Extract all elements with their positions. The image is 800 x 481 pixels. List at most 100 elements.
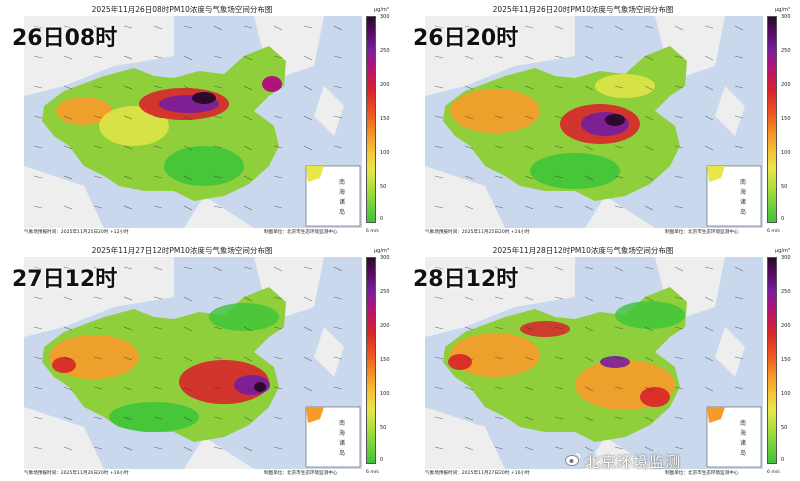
colorbar-unit: μg/m³ [374,7,389,13]
time-label: 26日20时 [413,26,519,51]
inset-label: 海 [740,188,746,196]
wind-barbs [434,266,744,452]
colorbar-tick: 50 [781,184,788,190]
weibo-icon [565,453,581,466]
colorbar-tick: 100 [380,150,390,156]
colorbar-tick: 250 [380,289,390,295]
panel-title: 2025年11月26日08时PM10浓度与气象场空间分布图 [91,5,273,14]
colorbar [767,257,777,464]
producer-note: 制图单位：北京市生态环境监测中心 [264,230,338,235]
forecast-time-note: 气象场预报时间：2025年11月27日20时 +16小时 [425,471,530,476]
colorbar-tick: 150 [781,116,791,122]
pm10-map: 南 海 诸 岛 [24,16,362,228]
inset-label: 海 [339,188,345,196]
colorbar-tick: 0 [380,216,384,222]
pm-north-yellow [595,74,655,98]
inset-label: 诸 [740,439,746,447]
colorbar-tick: 200 [781,82,791,88]
pm-center-extreme [605,114,625,126]
pm-mid [99,106,169,146]
pm-west-red [448,354,472,370]
wind-barbs [33,266,343,452]
wind-barbs [434,25,744,211]
panel-title: 2025年11月28日12时PM10浓度与气象场空间分布图 [492,246,674,255]
colorbar-tick: 300 [380,255,390,261]
colorbar-tick: 300 [781,255,791,261]
south-china-sea-inset: 南 海 诸 岛 [305,406,361,468]
pm10-map: 南 海 诸 岛 [425,16,763,228]
inset-label: 岛 [339,449,345,457]
colorbar-tick: 300 [380,14,390,20]
colorbar-tick: 250 [380,48,390,54]
inset-label: 诸 [339,198,345,206]
time-label: 27日12时 [12,267,118,292]
inset-label: 诸 [339,439,345,447]
colorbar-tick: 50 [781,425,788,431]
inset-label: 海 [339,429,345,437]
pm-center-purple [600,356,630,368]
forecast-time-note: 气象场预报时间：2025年11月26日20时 +16小时 [24,471,129,476]
pm-north-green [615,301,685,329]
colorbar-tick: 50 [380,425,387,431]
inset-label: 南 [740,419,746,427]
south-china-sea-inset: 南 海 诸 岛 [305,165,361,227]
colorbar-tick: 150 [380,116,390,122]
inset-label: 岛 [740,208,746,216]
colorbar [767,16,777,223]
colorbar-unit: μg/m³ [775,248,790,254]
pm-south-green [530,153,620,189]
colorbar-tick: 200 [781,323,791,329]
producer-note: 制图单位：北京市生态环境监测中心 [665,471,739,476]
south-china-sea-inset: 南 海 诸 岛 [706,406,762,468]
colorbar-tick: 150 [380,357,390,363]
time-label: 28日12时 [413,267,519,292]
colorbar-tick: 250 [781,48,791,54]
wind-legend: 6 m/s [767,229,780,234]
inset-label: 岛 [339,208,345,216]
watermark: 北京环境监测 [585,453,682,471]
inset-label: 南 [339,178,345,186]
map-panel-3: 2025年11月27日12时PM10浓度与气象场空间分布图 [2,243,397,479]
pm-west-red [52,357,76,373]
colorbar-tick: 0 [380,457,384,463]
pm-west-orange [450,333,540,377]
colorbar-unit: μg/m³ [775,7,790,13]
forecast-time-note: 气象场预报时间：2025年11月25日20时 +12小时 [24,230,129,235]
panel-title: 2025年11月27日12时PM10浓度与气象场空间分布图 [91,246,273,255]
pm-west-orange [450,89,540,133]
colorbar-tick: 50 [380,184,387,190]
wind-barbs [33,25,343,211]
colorbar-tick: 100 [781,391,791,397]
pm10-map: 南 海 诸 岛 [425,257,763,469]
inset-label: 南 [339,419,345,427]
pm-north-green [209,303,279,331]
inset-label: 岛 [740,449,746,457]
map-panel-1: 2025年11月26日08时PM10浓度与气象场空间分布图 [2,2,397,238]
inset-label: 南 [740,178,746,186]
pm10-map: 南 海 诸 岛 [24,257,362,469]
producer-note: 制图单位：北京市生态环境监测中心 [665,230,739,235]
producer-note: 制图单位：北京市生态环境监测中心 [264,471,338,476]
colorbar-unit: μg/m³ [374,248,389,254]
colorbar [366,257,376,464]
wind-legend: 6 m/s [366,470,379,475]
colorbar-tick: 100 [781,150,791,156]
pm-north-red [520,321,570,337]
colorbar-tick: 0 [781,457,785,463]
pm-east-red [640,387,670,407]
map-panel-4: 2025年11月28日12时PM10浓度与气象场空间分布图 [403,243,798,479]
neighbor-land [24,257,344,469]
south-china-sea-inset: 南 海 诸 岛 [706,165,762,227]
panel-title: 2025年11月26日20时PM10浓度与气象场空间分布图 [492,5,674,14]
colorbar-tick: 200 [380,323,390,329]
colorbar-tick: 100 [380,391,390,397]
time-label: 26日08时 [12,26,118,51]
wind-legend: 6 m/s [767,470,780,475]
colorbar-tick: 0 [781,216,785,222]
pm-plume-extreme [192,92,216,104]
colorbar-tick: 200 [380,82,390,88]
inset-label: 海 [740,429,746,437]
pm-east-extreme [254,382,266,392]
map-panel-2: 2025年11月26日20时PM10浓度与气象场空间分布图 [403,2,798,238]
wind-legend: 6 m/s [366,229,379,234]
